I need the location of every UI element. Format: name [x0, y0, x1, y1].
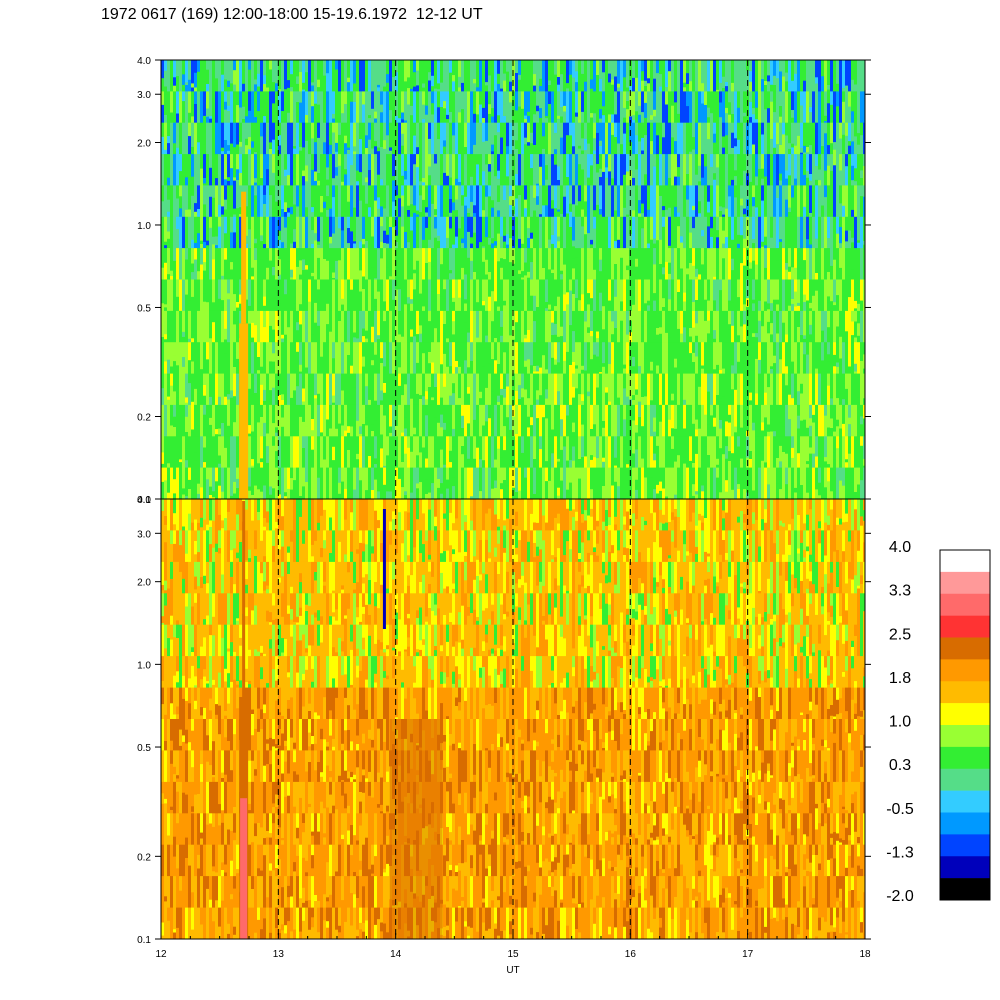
colorbar-segment: [940, 725, 990, 748]
colorbar-segment: [940, 834, 990, 857]
colorbar-segment: [940, 615, 990, 638]
y-tick-label: 0.5: [137, 743, 151, 754]
colorbar-label: 1.0: [889, 714, 911, 731]
colorbar-segment: [940, 593, 990, 616]
colorbar-segment: [940, 637, 990, 660]
x-axis-label: UT: [506, 965, 519, 976]
y-tick-label: 0.1: [137, 495, 151, 506]
colorbar-segment: [940, 856, 990, 879]
colorbar-label: -2.0: [886, 888, 914, 905]
y-tick-label: 2.0: [137, 578, 151, 589]
y-tick-label: 1.0: [137, 660, 151, 671]
colorbar: 4.0 3.3 2.5 1.8 1.0 0.3 -0.5 -1.3 -2.0: [886, 539, 991, 905]
x-tick-label: 17: [742, 949, 754, 960]
colorbar-segment: [940, 878, 990, 901]
x-tick-label: 14: [390, 949, 402, 960]
axes: 4.03.02.01.00.50.20.14.03.02.01.00.50.20…: [137, 56, 871, 976]
colorbar-segment: [940, 746, 990, 770]
colorbar-segment: [940, 768, 990, 791]
colorbar-label: 2.5: [889, 626, 911, 643]
colorbar-segment: [940, 659, 990, 682]
colorbar-label: 1.8: [889, 670, 911, 687]
colorbar-label: 4.0: [889, 539, 911, 556]
colorbar-segment: [940, 571, 990, 595]
colorbar-segment: [940, 703, 990, 726]
x-tick-label: 13: [273, 949, 285, 960]
y-tick-label: 0.2: [137, 413, 151, 424]
y-tick-label: 0.5: [137, 303, 151, 314]
colorbar-label: -0.5: [886, 801, 914, 818]
y-tick-label: 3.0: [137, 90, 151, 101]
y-tick-label: 1.0: [137, 221, 151, 232]
x-tick-label: 18: [859, 949, 871, 960]
colorbar-segment: [940, 681, 990, 704]
colorbar-segment: [940, 550, 990, 573]
colorbar-segment: [940, 812, 990, 835]
y-tick-label: 0.2: [137, 852, 151, 863]
x-tick-label: 16: [625, 949, 637, 960]
colorbar-segment: [940, 790, 990, 813]
y-tick-label: 4.0: [137, 56, 151, 67]
x-tick-label: 12: [155, 949, 167, 960]
x-tick-label: 15: [507, 949, 519, 960]
y-tick-label: 0.1: [137, 935, 151, 946]
colorbar-frame: [939, 549, 991, 901]
colorbar-label: 0.3: [889, 757, 911, 774]
y-tick-label: 4.0: [137, 495, 151, 506]
upper-spectrogram-panel: [161, 60, 865, 499]
y-tick-label: 3.0: [137, 529, 151, 540]
chart-title: 1972 0617 (169) 12:00-18:00 15-19.6.1972…: [101, 6, 483, 23]
colorbar-label: -1.3: [886, 844, 914, 861]
colorbar-label: 3.3: [889, 583, 911, 600]
y-tick-label: 2.0: [137, 138, 151, 149]
lower-spectrogram-panel: [161, 499, 865, 939]
